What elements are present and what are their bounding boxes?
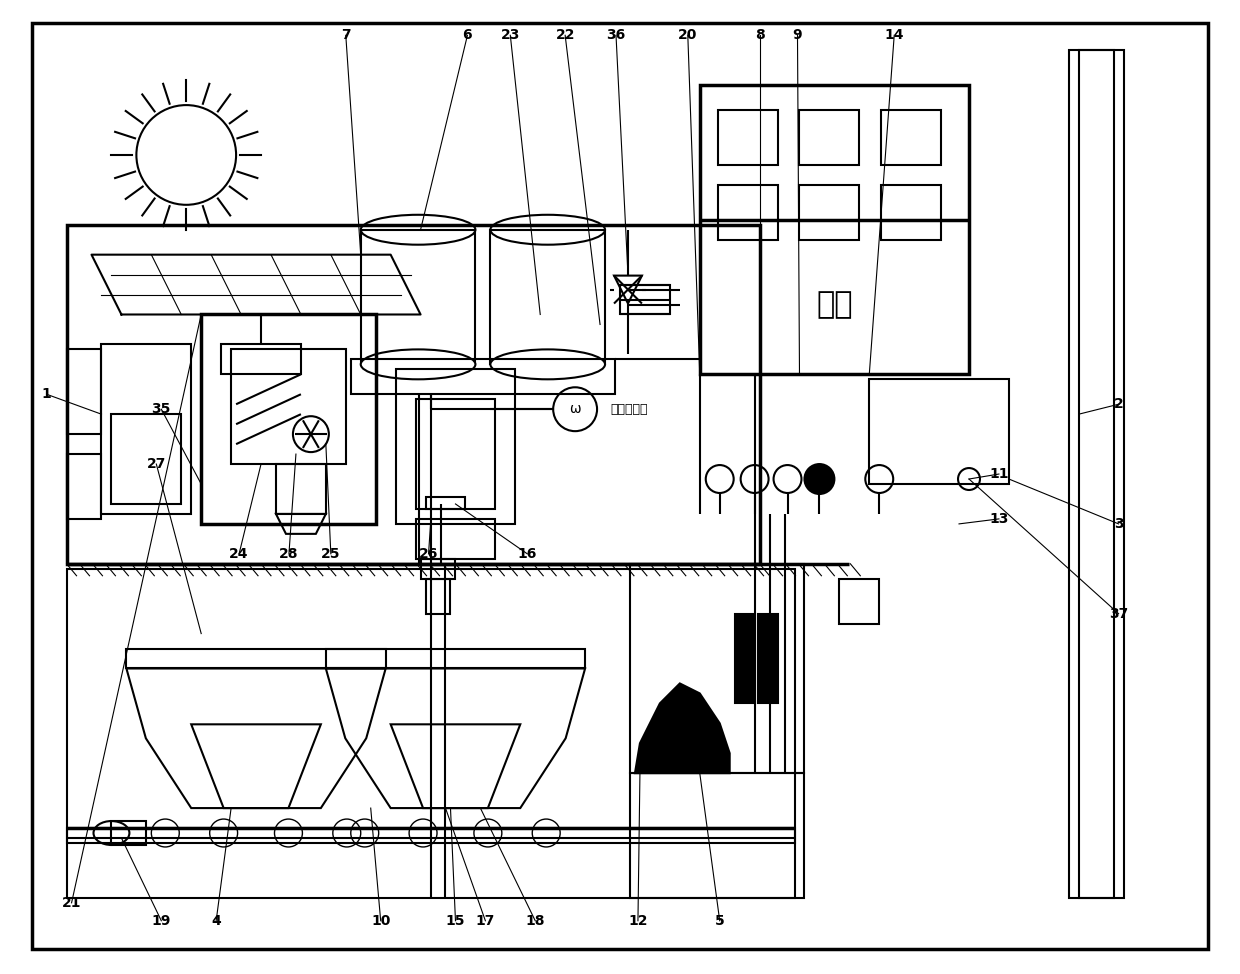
Text: 12: 12 xyxy=(629,914,647,928)
Circle shape xyxy=(805,464,835,494)
Text: 9: 9 xyxy=(792,28,802,42)
Text: 27: 27 xyxy=(146,457,166,471)
Text: 25: 25 xyxy=(321,546,341,561)
Text: 5: 5 xyxy=(714,914,724,928)
Text: 35: 35 xyxy=(151,402,171,416)
Bar xyxy=(758,614,777,703)
Text: 36: 36 xyxy=(606,28,626,42)
Bar xyxy=(396,369,516,524)
Text: 24: 24 xyxy=(229,546,249,561)
Text: 楼层: 楼层 xyxy=(816,290,853,319)
Bar xyxy=(420,559,455,579)
Bar xyxy=(102,345,191,514)
Bar xyxy=(351,359,615,394)
Text: 气动给水泵: 气动给水泵 xyxy=(610,402,647,416)
Bar xyxy=(221,345,301,374)
Text: 23: 23 xyxy=(501,28,520,42)
Bar xyxy=(839,579,879,623)
Bar xyxy=(425,497,465,509)
Text: 15: 15 xyxy=(445,914,465,928)
Text: 4: 4 xyxy=(211,914,221,928)
Text: 16: 16 xyxy=(517,546,537,561)
Text: 10: 10 xyxy=(371,914,391,928)
Bar xyxy=(415,519,495,559)
Text: 3: 3 xyxy=(1114,517,1123,531)
Bar xyxy=(67,454,102,519)
Bar xyxy=(361,230,475,364)
Bar xyxy=(231,350,346,464)
Bar xyxy=(882,110,941,165)
Bar xyxy=(112,414,181,504)
Text: 21: 21 xyxy=(62,896,82,910)
Bar xyxy=(67,350,102,434)
Text: 20: 20 xyxy=(678,28,697,42)
Text: 2: 2 xyxy=(1114,397,1123,411)
Bar xyxy=(800,110,859,165)
Text: 19: 19 xyxy=(151,914,171,928)
Text: ω: ω xyxy=(569,402,582,416)
Bar xyxy=(630,773,805,898)
Bar xyxy=(1079,51,1114,898)
Bar xyxy=(112,821,146,845)
Ellipse shape xyxy=(490,350,605,379)
Bar xyxy=(126,649,386,668)
Bar xyxy=(415,399,495,509)
Text: 26: 26 xyxy=(419,546,438,561)
Bar xyxy=(718,110,777,165)
Bar xyxy=(67,569,795,898)
Bar xyxy=(201,315,376,524)
Bar xyxy=(882,185,941,240)
Bar xyxy=(67,225,760,564)
Bar xyxy=(1069,51,1123,898)
Bar xyxy=(326,649,585,668)
Text: 13: 13 xyxy=(990,512,1008,526)
Polygon shape xyxy=(635,684,729,773)
Text: 14: 14 xyxy=(884,28,904,42)
Bar xyxy=(277,464,326,514)
Bar xyxy=(630,564,805,773)
Bar xyxy=(425,579,450,614)
Bar xyxy=(620,284,670,315)
Text: 28: 28 xyxy=(279,546,299,561)
Bar xyxy=(869,379,1009,484)
Ellipse shape xyxy=(361,350,475,379)
Bar xyxy=(699,85,968,374)
Text: 8: 8 xyxy=(755,28,765,42)
Bar xyxy=(67,828,795,843)
Text: 1: 1 xyxy=(42,388,52,401)
Bar xyxy=(490,230,605,364)
Text: 17: 17 xyxy=(476,914,495,928)
Bar xyxy=(718,185,777,240)
Text: 22: 22 xyxy=(556,28,575,42)
Text: 11: 11 xyxy=(990,468,1008,481)
Text: 18: 18 xyxy=(526,914,546,928)
Bar xyxy=(800,185,859,240)
Bar xyxy=(734,614,755,703)
Text: 37: 37 xyxy=(1109,607,1128,620)
Text: 7: 7 xyxy=(341,28,351,42)
Text: 6: 6 xyxy=(463,28,472,42)
